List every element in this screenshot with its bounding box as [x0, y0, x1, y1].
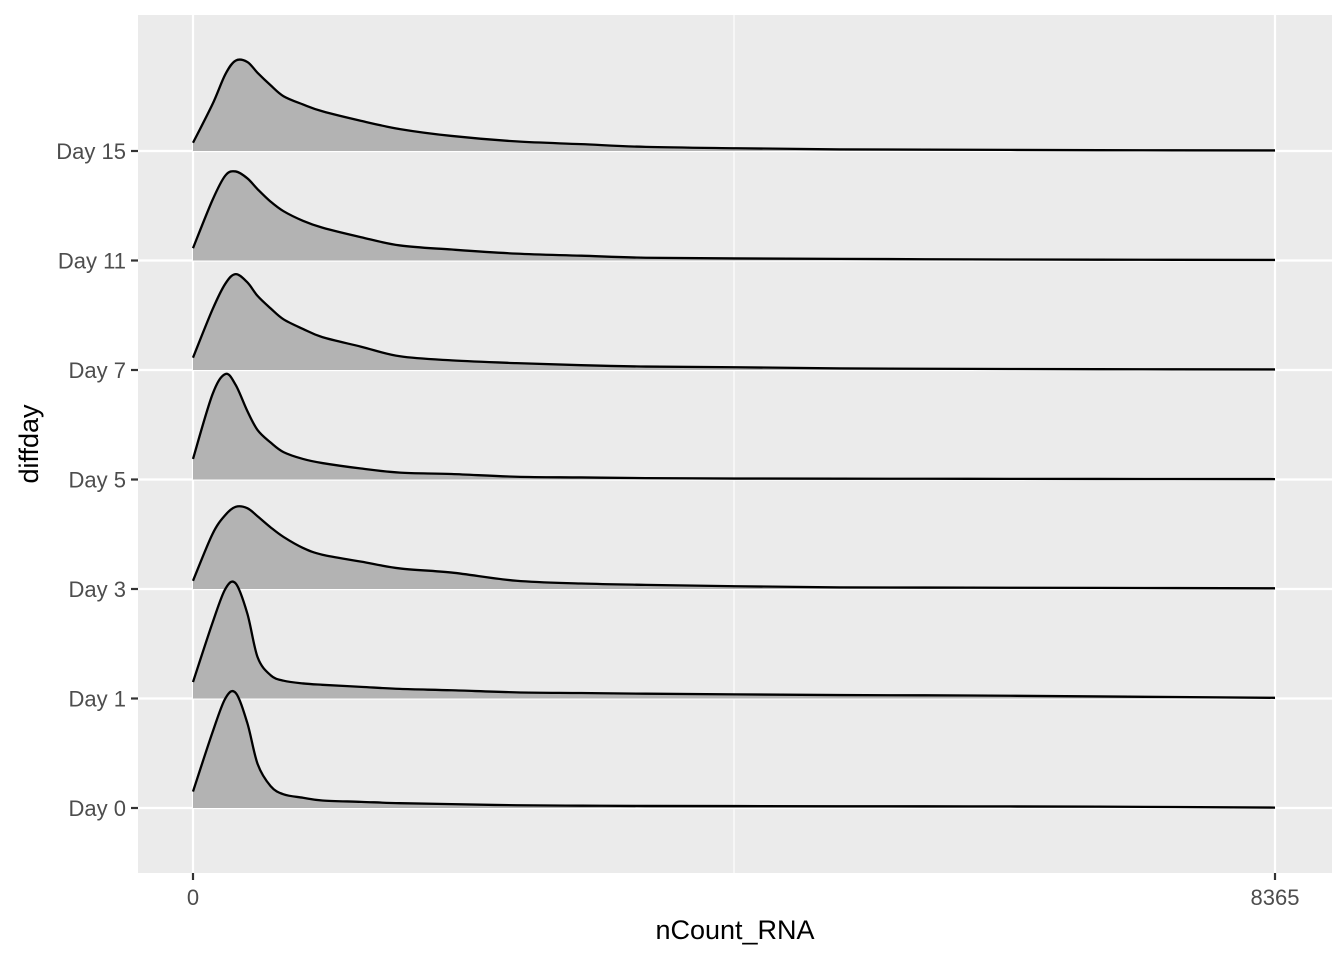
y-tick-label: Day 15: [56, 139, 126, 164]
y-tick-label: Day 1: [69, 687, 126, 712]
ridge-line-day-11: [191, 170, 1276, 262]
ridge-line-day-5: [191, 372, 1276, 481]
x-tick-label: 0: [187, 885, 199, 910]
ridge-day-3: [191, 505, 1276, 590]
ridge-day-1: [191, 580, 1276, 699]
ridge-area-day-3: [193, 506, 1275, 589]
ridge-line-day-1: [191, 580, 1276, 699]
ridge-area-day-7: [193, 274, 1275, 370]
density-ridges: [191, 58, 1276, 809]
ridge-day-11: [191, 170, 1276, 262]
y-tick-label: Day 7: [69, 358, 126, 383]
x-axis: 0 8365: [187, 873, 1300, 910]
ridge-line-day-0: [191, 689, 1276, 809]
ridge-area-day-11: [193, 171, 1275, 261]
ridge-day-5: [191, 372, 1276, 481]
y-tick-label: Day 5: [69, 468, 126, 493]
ridge-day-7: [191, 272, 1276, 371]
ridge-line-day-15: [191, 58, 1276, 152]
y-tick-label: Day 0: [69, 796, 126, 821]
y-axis: Day 0 Day 1 Day 3 Day 5 Day 7 Day 11 Day 15: [56, 139, 138, 821]
y-axis-title: diffday: [14, 404, 44, 484]
ridge-area-day-1: [193, 581, 1275, 699]
y-tick-label: Day 3: [69, 577, 126, 602]
ridge-day-15: [191, 58, 1276, 152]
ridge-line-day-7: [191, 272, 1276, 371]
x-axis-title: nCount_RNA: [655, 915, 814, 945]
ridge-line-day-3: [191, 505, 1276, 590]
ridge-day-0: [191, 689, 1276, 809]
ridge-area-day-15: [193, 59, 1275, 151]
x-tick-label: 8365: [1251, 885, 1300, 910]
ridge-area-day-5: [193, 373, 1275, 480]
y-tick-label: Day 11: [58, 249, 126, 274]
plot-panel: [138, 15, 1332, 873]
